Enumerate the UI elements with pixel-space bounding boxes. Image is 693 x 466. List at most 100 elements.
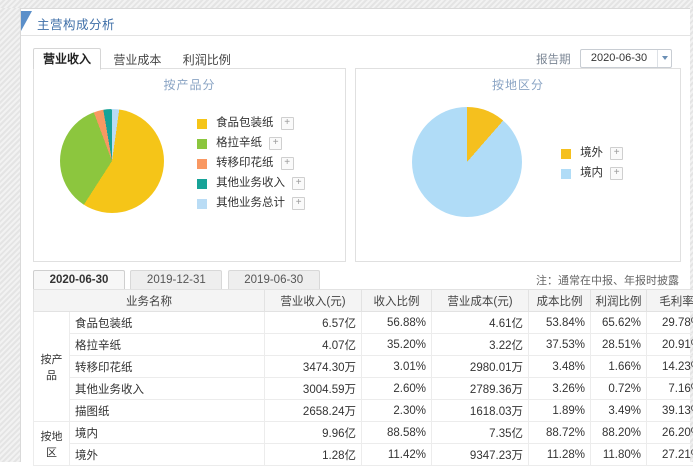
table-header-row: 业务名称 营业收入(元) 收入比例 营业成本(元) 成本比例 利润比例 毛利率	[34, 290, 693, 312]
legend-label: 其他业务收入	[216, 177, 285, 189]
cell-cost-ratio: 88.72%	[529, 422, 591, 444]
report-period-control: 报告期 2020-06-30	[536, 49, 672, 68]
legend-expand-button[interactable]: +	[610, 147, 623, 160]
chevron-down-icon	[662, 56, 668, 60]
cell-profit-ratio: 28.51%	[591, 334, 647, 356]
report-period-label: 报告期	[536, 54, 571, 66]
legend-expand-button[interactable]: +	[292, 177, 305, 190]
legend-label: 食品包装纸	[216, 117, 274, 129]
legend-item[interactable]: 其他业务收入 +	[197, 175, 305, 192]
cell-profit-ratio: 3.49%	[591, 400, 647, 422]
legend-by-region: 境外 + 境内 +	[561, 145, 623, 185]
chart-title-by-region: 按地区分	[356, 76, 680, 93]
legend-expand-button[interactable]: +	[281, 157, 294, 170]
legend-color-swatch-icon	[197, 199, 207, 209]
legend-label: 境内	[580, 167, 603, 179]
cell-cost: 7.35亿	[432, 422, 529, 444]
cell-cost: 4.61亿	[432, 312, 529, 334]
cell-business-name: 境外	[70, 444, 265, 466]
pie-chart-by-region[interactable]	[412, 107, 522, 217]
table-row[interactable]: 按地区 境内 9.96亿 88.58% 7.35亿 88.72% 88.20% …	[34, 422, 693, 444]
cell-cost-ratio: 11.28%	[529, 444, 591, 466]
tab-profit-ratio[interactable]: 利润比例	[174, 50, 240, 70]
column-header-gross-margin[interactable]: 毛利率	[647, 290, 693, 312]
cell-gross-margin: 20.91%	[647, 334, 693, 356]
legend-item[interactable]: 转移印花纸 +	[197, 155, 305, 172]
cell-revenue-ratio: 56.88%	[362, 312, 432, 334]
legend-item[interactable]: 境内 +	[561, 165, 623, 182]
column-header-revenue-ratio[interactable]: 收入比例	[362, 290, 432, 312]
period-tabs: 2020-06-30 2019-12-31 2019-06-30 注：通常在中报…	[33, 270, 681, 290]
chart-panel-by-region: 按地区分 境外 + 境内 +	[355, 68, 681, 262]
legend-expand-button[interactable]: +	[269, 137, 282, 150]
table-row[interactable]: 描图纸 2658.24万 2.30% 1618.03万 1.89% 3.49% …	[34, 400, 693, 422]
legend-item[interactable]: 其他业务总计 +	[197, 195, 305, 212]
column-header-cost[interactable]: 营业成本(元)	[432, 290, 529, 312]
row-group-label-by-region: 按地区	[34, 422, 70, 466]
cell-cost: 1618.03万	[432, 400, 529, 422]
table-row[interactable]: 境外 1.28亿 11.42% 9347.23万 11.28% 11.80% 2…	[34, 444, 693, 466]
cell-cost: 2980.01万	[432, 356, 529, 378]
cell-cost-ratio: 3.26%	[529, 378, 591, 400]
column-header-cost-ratio[interactable]: 成本比例	[529, 290, 591, 312]
cell-gross-margin: 7.16%	[647, 378, 693, 400]
table-row[interactable]: 格拉辛纸 4.07亿 35.20% 3.22亿 37.53% 28.51% 20…	[34, 334, 693, 356]
title-accent-icon	[21, 11, 32, 31]
cell-business-name: 食品包装纸	[70, 312, 265, 334]
column-header-revenue[interactable]: 营业收入(元)	[265, 290, 362, 312]
pie-chart-by-product[interactable]	[60, 109, 164, 213]
column-header-business-name[interactable]: 业务名称	[34, 290, 265, 312]
window-top-decoration	[0, 0, 693, 9]
report-period-select[interactable]: 2020-06-30	[580, 49, 672, 68]
legend-item[interactable]: 格拉辛纸 +	[197, 135, 305, 152]
column-header-profit-ratio[interactable]: 利润比例	[591, 290, 647, 312]
cell-revenue: 3474.30万	[265, 356, 362, 378]
legend-color-swatch-icon	[197, 119, 207, 129]
table-row[interactable]: 其他业务收入 3004.59万 2.60% 2789.36万 3.26% 0.7…	[34, 378, 693, 400]
cell-revenue: 2658.24万	[265, 400, 362, 422]
cell-business-name: 转移印花纸	[70, 356, 265, 378]
table-row[interactable]: 按产品 食品包装纸 6.57亿 56.88% 4.61亿 53.84% 65.6…	[34, 312, 693, 334]
legend-expand-button[interactable]: +	[610, 167, 623, 180]
cell-cost: 9347.23万	[432, 444, 529, 466]
cell-revenue-ratio: 2.30%	[362, 400, 432, 422]
cell-business-name: 境内	[70, 422, 265, 444]
legend-color-swatch-icon	[197, 179, 207, 189]
cell-revenue-ratio: 11.42%	[362, 444, 432, 466]
composition-table-wrapper: 业务名称 营业收入(元) 收入比例 营业成本(元) 成本比例 利润比例 毛利率 …	[33, 289, 681, 466]
table-row[interactable]: 转移印花纸 3474.30万 3.01% 2980.01万 3.48% 1.66…	[34, 356, 693, 378]
disclosure-note: 注：通常在中报、年报时披露	[536, 272, 679, 288]
period-tab-2019-06-30[interactable]: 2019-06-30	[228, 270, 320, 289]
cell-gross-margin: 14.23%	[647, 356, 693, 378]
pie-chart-by-region-graphic[interactable]	[412, 107, 522, 217]
cell-revenue-ratio: 35.20%	[362, 334, 432, 356]
charts-container: 按产品分 食品包装纸 + 格拉辛纸 + 转移印花纸 +	[33, 68, 681, 262]
cell-profit-ratio: 0.72%	[591, 378, 647, 400]
legend-color-swatch-icon	[197, 139, 207, 149]
tab-operating-cost[interactable]: 营业成本	[104, 50, 170, 70]
cell-gross-margin: 39.13%	[647, 400, 693, 422]
legend-expand-button[interactable]: +	[292, 197, 305, 210]
period-tab-2019-12-31[interactable]: 2019-12-31	[130, 270, 222, 289]
legend-item[interactable]: 境外 +	[561, 145, 623, 162]
cell-cost: 2789.36万	[432, 378, 529, 400]
cell-revenue: 9.96亿	[265, 422, 362, 444]
select-divider	[657, 50, 658, 67]
period-tab-2020-06-30[interactable]: 2020-06-30	[33, 270, 125, 289]
chart-panel-by-product: 按产品分 食品包装纸 + 格拉辛纸 + 转移印花纸 +	[33, 68, 346, 262]
cell-business-name: 格拉辛纸	[70, 334, 265, 356]
cell-profit-ratio: 1.66%	[591, 356, 647, 378]
legend-label: 转移印花纸	[216, 157, 274, 169]
legend-expand-button[interactable]: +	[281, 117, 294, 130]
legend-color-swatch-icon	[561, 149, 571, 159]
cell-profit-ratio: 11.80%	[591, 444, 647, 466]
cell-revenue: 3004.59万	[265, 378, 362, 400]
row-group-label-by-product: 按产品	[34, 312, 70, 422]
pie-chart-by-product-graphic[interactable]	[60, 109, 164, 213]
tab-operating-revenue[interactable]: 营业收入	[33, 48, 101, 70]
legend-color-swatch-icon	[561, 169, 571, 179]
cell-cost-ratio: 53.84%	[529, 312, 591, 334]
cell-cost: 3.22亿	[432, 334, 529, 356]
legend-item[interactable]: 食品包装纸 +	[197, 115, 305, 132]
